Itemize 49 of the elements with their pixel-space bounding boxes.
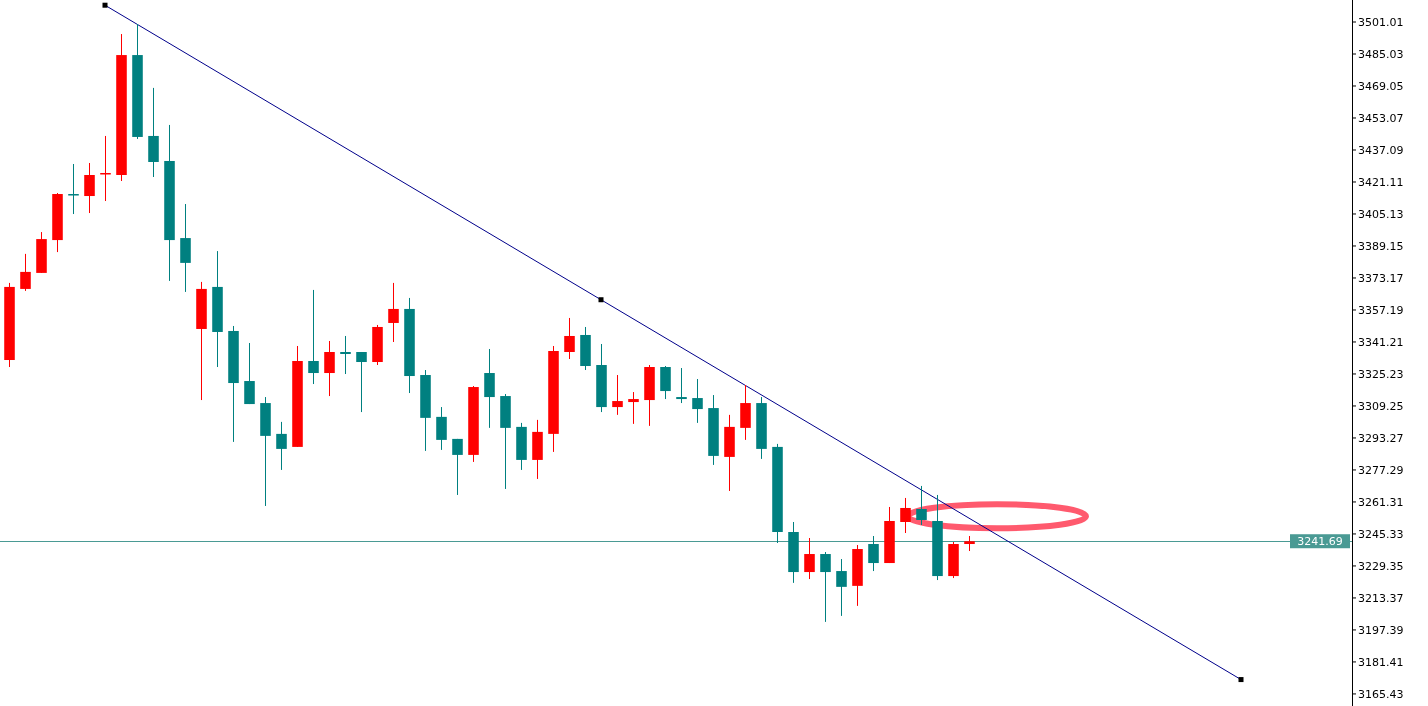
y-tick-label: 3469.05: [1358, 79, 1404, 93]
y-tick-label: 3197.39: [1358, 623, 1404, 637]
y-tick-label: 3181.41: [1358, 655, 1404, 669]
y-tick-label: 3437.09: [1358, 143, 1404, 157]
candlestick: [244, 342, 255, 405]
candlestick: [804, 537, 815, 580]
y-tick-label: 3277.29: [1358, 463, 1404, 477]
candlestick: [68, 163, 79, 215]
candlestick: [84, 162, 95, 214]
y-tick-label: 3293.27: [1358, 431, 1404, 445]
candlestick: [676, 367, 687, 404]
y-tick-label: 3405.13: [1358, 207, 1404, 221]
candlestick: [308, 289, 319, 385]
y-tick-label: 3485.03: [1358, 47, 1404, 61]
y-tick-label: 3245.33: [1358, 527, 1404, 541]
y-tick-label: 3261.31: [1358, 495, 1404, 509]
point: [102, 2, 108, 8]
candlestick: [820, 551, 831, 623]
candlestick: [436, 406, 447, 451]
y-tick-label: 3373.17: [1358, 271, 1404, 285]
candlestick: [900, 497, 911, 534]
candlestick: [340, 335, 351, 375]
y-tick-label: 3325.23: [1358, 367, 1404, 381]
candlestick: [692, 378, 703, 424]
y-tick-label: 3309.25: [1358, 399, 1404, 413]
point: [1238, 677, 1244, 683]
candlestick: [20, 253, 31, 292]
y-tick-label: 3213.37: [1358, 591, 1404, 605]
y-tick-label: 3453.07: [1358, 111, 1404, 125]
ref-line-label: 3241.69: [1297, 535, 1343, 549]
candlestick: [324, 340, 335, 397]
y-tick-label: 3357.19: [1358, 303, 1404, 317]
candlestick: [628, 391, 639, 425]
y-tick-label: 3341.21: [1358, 335, 1404, 349]
point: [598, 297, 604, 303]
candlestick: [612, 374, 623, 416]
candlestick: [356, 351, 367, 413]
candlestick: [564, 317, 575, 360]
y-tick-label: 3501.01: [1358, 15, 1404, 29]
candlestick: [452, 438, 463, 496]
candlestick: [916, 485, 927, 526]
y-tick-label: 3229.35: [1358, 559, 1404, 573]
y-tick-label: 3421.11: [1358, 175, 1404, 189]
y-tick-label: 3165.43: [1358, 687, 1404, 701]
candlestick: [388, 282, 399, 343]
candlestick: [868, 535, 879, 572]
y-tick-label: 3389.15: [1358, 239, 1404, 253]
candlestick: [276, 421, 287, 471]
candlestick: [836, 558, 847, 617]
